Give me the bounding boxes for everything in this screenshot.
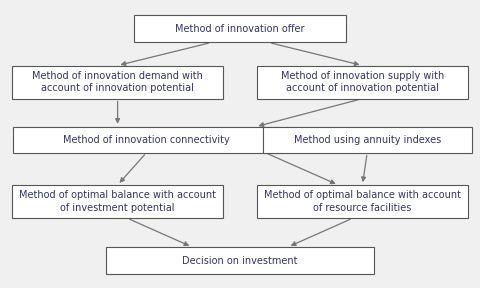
FancyBboxPatch shape <box>257 66 468 99</box>
FancyBboxPatch shape <box>12 66 223 99</box>
Text: Method of innovation offer: Method of innovation offer <box>175 24 305 34</box>
FancyBboxPatch shape <box>12 185 223 218</box>
FancyBboxPatch shape <box>257 185 468 218</box>
Text: Method of innovation supply with
account of innovation potential: Method of innovation supply with account… <box>281 71 444 94</box>
Text: Method of innovation demand with
account of innovation potential: Method of innovation demand with account… <box>32 71 203 94</box>
Text: Method using annuity indexes: Method using annuity indexes <box>294 135 441 145</box>
FancyBboxPatch shape <box>13 127 279 153</box>
Text: Method of innovation connectivity: Method of innovation connectivity <box>63 135 230 145</box>
FancyBboxPatch shape <box>106 247 374 274</box>
Text: Method of optimal balance with account
of investment potential: Method of optimal balance with account o… <box>19 190 216 213</box>
Text: Method of optimal balance with account
of resource facilities: Method of optimal balance with account o… <box>264 190 461 213</box>
Text: Decision on investment: Decision on investment <box>182 256 298 266</box>
FancyBboxPatch shape <box>263 127 471 153</box>
FancyBboxPatch shape <box>134 15 346 42</box>
